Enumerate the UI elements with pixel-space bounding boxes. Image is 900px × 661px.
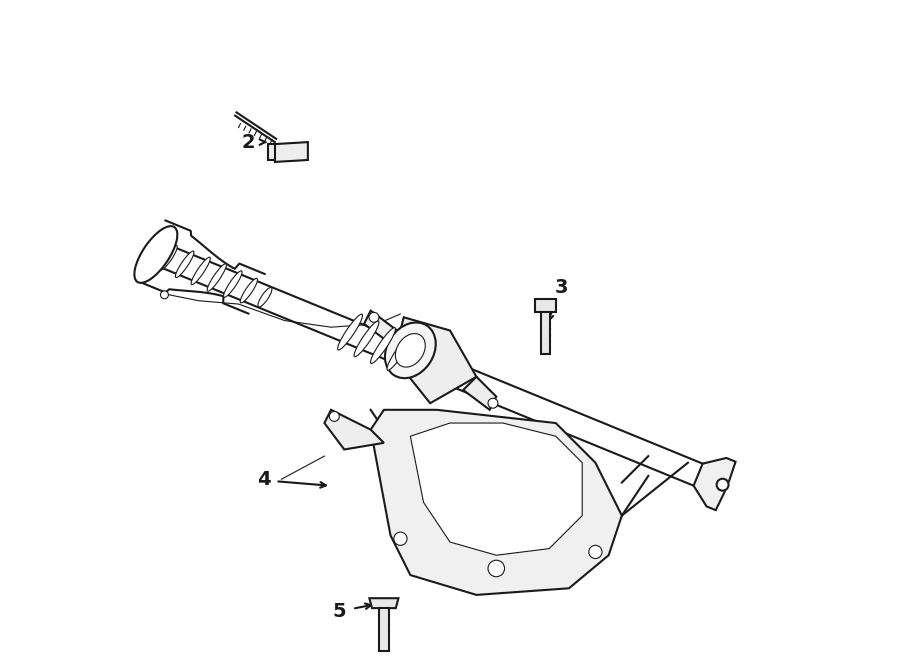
Ellipse shape [716, 479, 728, 490]
Polygon shape [274, 142, 308, 162]
Ellipse shape [258, 288, 272, 307]
Ellipse shape [240, 278, 257, 303]
Polygon shape [324, 410, 384, 449]
Polygon shape [464, 377, 496, 410]
Ellipse shape [207, 264, 227, 292]
Polygon shape [369, 598, 399, 608]
Polygon shape [371, 410, 622, 595]
Ellipse shape [488, 398, 498, 408]
Text: 5: 5 [333, 602, 346, 621]
Text: 4: 4 [256, 470, 270, 488]
Polygon shape [694, 458, 735, 510]
Ellipse shape [394, 532, 407, 545]
Polygon shape [364, 311, 397, 344]
Ellipse shape [191, 257, 211, 285]
Ellipse shape [338, 314, 363, 350]
Text: 2: 2 [241, 133, 256, 151]
Ellipse shape [589, 545, 602, 559]
Ellipse shape [176, 251, 194, 278]
Polygon shape [268, 144, 274, 160]
Polygon shape [397, 317, 476, 403]
Ellipse shape [160, 245, 177, 270]
Polygon shape [379, 608, 389, 651]
Ellipse shape [160, 291, 168, 299]
Ellipse shape [142, 237, 163, 266]
Ellipse shape [354, 321, 379, 357]
Text: 1: 1 [438, 364, 452, 383]
Ellipse shape [369, 312, 379, 322]
Ellipse shape [385, 323, 436, 378]
Text: 3: 3 [554, 278, 568, 297]
Ellipse shape [488, 560, 505, 576]
Ellipse shape [371, 328, 395, 364]
Polygon shape [410, 423, 582, 555]
Polygon shape [536, 299, 556, 312]
Polygon shape [541, 312, 551, 354]
Ellipse shape [395, 334, 426, 367]
Ellipse shape [387, 334, 412, 370]
Ellipse shape [329, 411, 339, 422]
Ellipse shape [223, 271, 242, 297]
Ellipse shape [134, 226, 177, 283]
